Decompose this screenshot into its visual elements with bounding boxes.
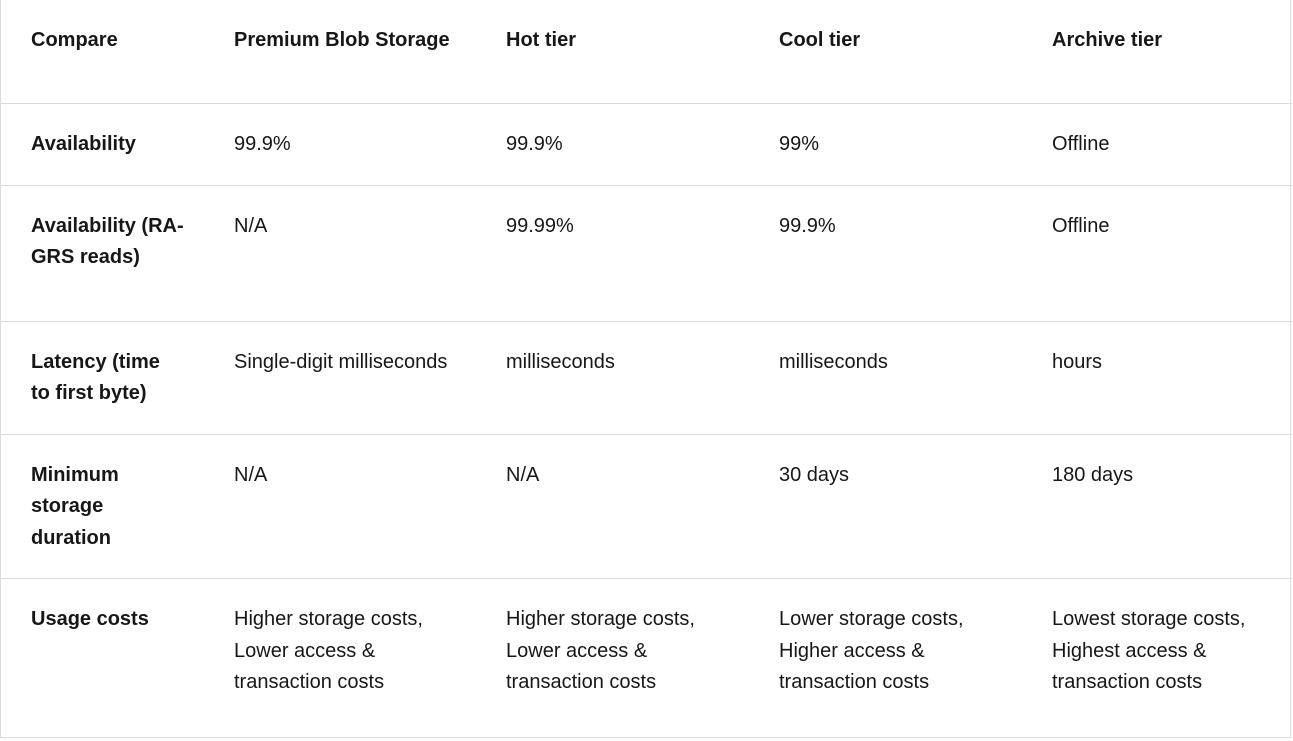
row-label: Latency (time to first byte) [1,321,204,435]
table-header-row: Compare Premium Blob Storage Hot tier Co… [1,0,1292,104]
cell-hot: 99.99% [476,185,749,322]
cell-premium: N/A [204,434,476,579]
cell-cool: Lower storage costs, Higher access & tra… [779,608,964,693]
cell-archive: hours [1022,321,1292,435]
header-archive-tier: Archive tier [1022,0,1292,104]
header-compare: Compare [1,0,204,104]
cell-cool: 99% [749,103,1022,186]
cell-premium: N/A [204,185,476,322]
cell-premium: Higher storage costs, Lower access & tra… [234,608,423,693]
cell-cool: milliseconds [749,321,1022,435]
cell-cool: 30 days [749,434,1022,579]
cell-cool: 99.9% [749,185,1022,322]
cell-archive: Offline [1022,185,1292,322]
table-row-latency: Latency (time to first byte) Single-digi… [1,321,1292,435]
storage-tier-comparison-table: Compare Premium Blob Storage Hot tier Co… [1,0,1292,723]
header-hot-tier: Hot tier [476,0,749,104]
cell-hot: Higher storage costs, Lower access & tra… [506,608,695,693]
row-label: Availability [1,103,204,186]
row-label: Minimum storage duration [1,434,204,579]
table-row-minimum-storage-duration: Minimum storage duration N/A N/A 30 days… [1,434,1292,579]
row-label: Availability (RA-GRS reads) [1,185,204,322]
header-premium-blob-storage: Premium Blob Storage [204,0,476,104]
cell-archive: Lowest storage costs, Highest access & t… [1052,608,1246,693]
table-row-availability: Availability 99.9% 99.9% 99% Offline [1,103,1292,186]
cell-hot: N/A [476,434,749,579]
table-row-availability-ra-grs: Availability (RA-GRS reads) N/A 99.99% 9… [1,185,1292,322]
cell-hot: milliseconds [476,321,749,435]
header-cool-tier: Cool tier [749,0,1022,104]
cell-premium: Single-digit milliseconds [204,321,476,435]
cell-archive: 180 days [1022,434,1292,579]
table-row-usage-costs: Usage costs Higher storage costs, Lower … [1,579,1292,723]
cell-hot: 99.9% [476,103,749,186]
row-label: Usage costs [31,608,149,630]
cell-premium: 99.9% [204,103,476,186]
cell-archive: Offline [1022,103,1292,186]
